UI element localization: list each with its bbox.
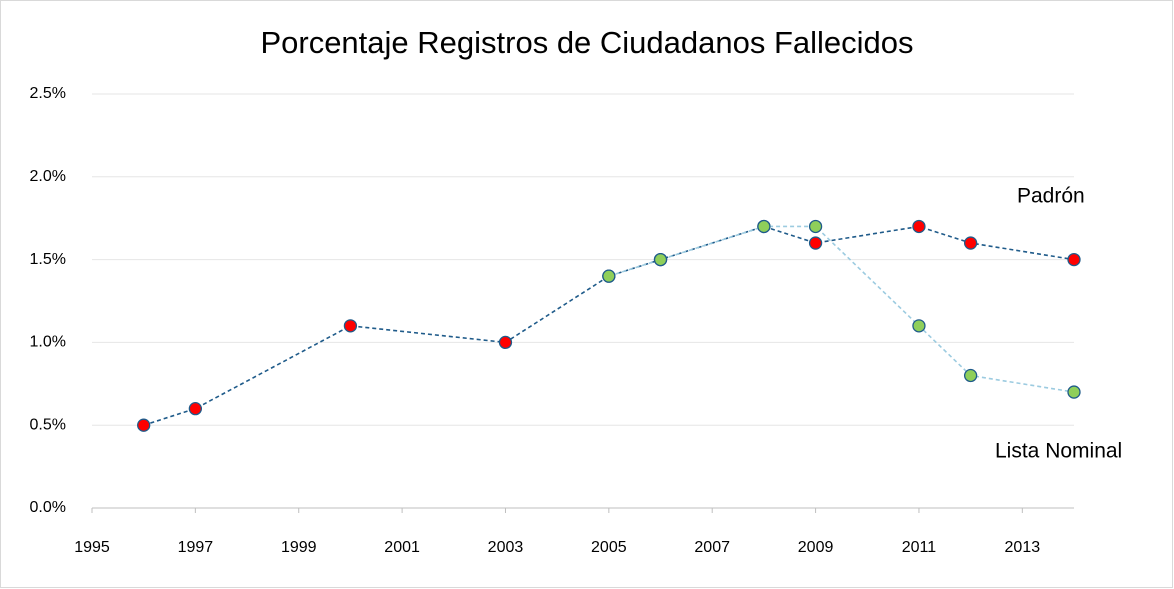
data-point bbox=[343, 319, 358, 333]
x-tick-label: 2009 bbox=[798, 539, 834, 556]
data-point bbox=[602, 269, 616, 283]
y-tick-label: 0.0% bbox=[30, 499, 66, 516]
data-point bbox=[653, 252, 668, 267]
chart-title: Porcentaje Registros de Ciudadanos Falle… bbox=[260, 25, 913, 60]
x-tick-label: 2011 bbox=[902, 539, 937, 556]
series-label: Lista Nominal bbox=[995, 440, 1122, 463]
data-point bbox=[808, 219, 823, 234]
data-point bbox=[912, 219, 926, 234]
data-point bbox=[808, 236, 823, 250]
x-tick-label: 1997 bbox=[178, 539, 214, 556]
data-point bbox=[963, 236, 978, 250]
x-tick-label: 2001 bbox=[384, 539, 420, 556]
data-point bbox=[188, 401, 203, 416]
y-tick-label: 2.5% bbox=[30, 85, 66, 102]
data-point bbox=[757, 219, 771, 234]
data-point bbox=[137, 418, 151, 432]
y-tick-label: 1.5% bbox=[30, 251, 66, 268]
x-tick-label: 1999 bbox=[281, 539, 317, 556]
series-label: Padrón bbox=[1017, 185, 1085, 208]
x-tick-label: 2003 bbox=[488, 539, 524, 556]
y-tick-label: 2.0% bbox=[30, 168, 66, 185]
x-tick-label: 1995 bbox=[74, 539, 110, 556]
x-tick-label: 2005 bbox=[591, 539, 627, 556]
x-tick-label: 2007 bbox=[694, 539, 730, 556]
data-point bbox=[1067, 385, 1081, 399]
y-tick-label: 0.5% bbox=[30, 416, 66, 433]
data-point bbox=[498, 335, 513, 350]
data-point bbox=[963, 368, 978, 383]
y-tick-label: 1.0% bbox=[30, 334, 66, 351]
data-point bbox=[912, 319, 926, 333]
x-tick-label: 2013 bbox=[1005, 539, 1041, 556]
data-point bbox=[1067, 252, 1081, 267]
